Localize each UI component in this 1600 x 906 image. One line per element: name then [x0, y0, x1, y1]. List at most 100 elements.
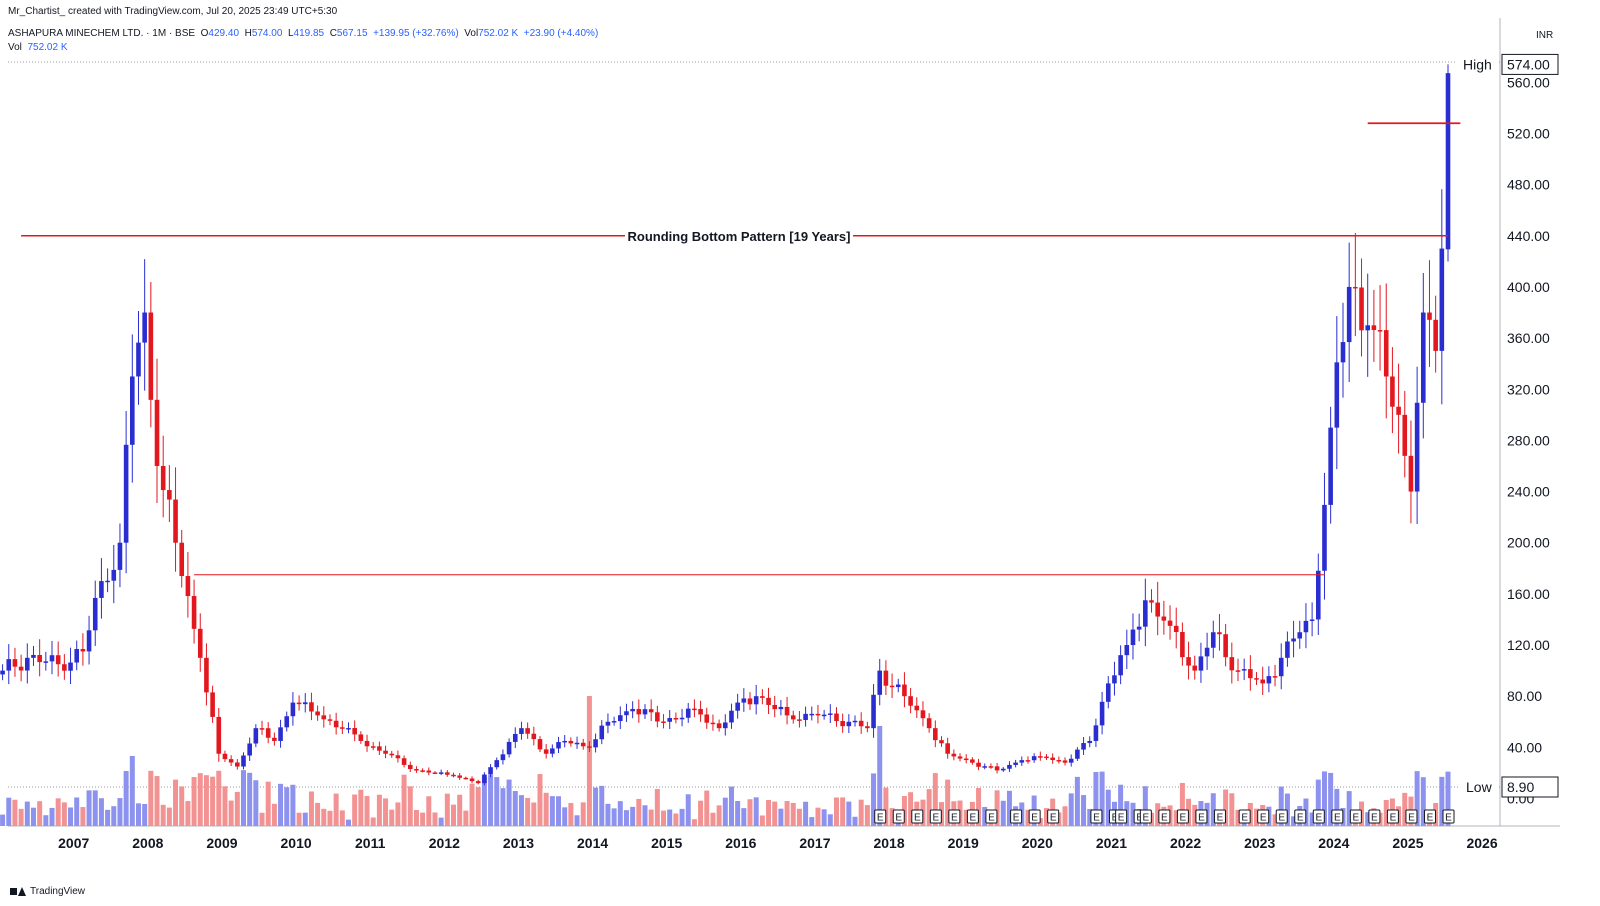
candle-body [1297, 632, 1303, 639]
volume-bar [840, 797, 846, 826]
volume-bar [1074, 776, 1080, 826]
candle-body [216, 716, 222, 754]
volume-bar [710, 812, 716, 826]
change-value: +139.95 (+32.76%) [373, 28, 459, 39]
volume-bar [827, 814, 833, 826]
volume-bar [1334, 788, 1340, 826]
volume-bar [271, 803, 277, 826]
earnings-marker [1028, 809, 1041, 824]
volume-bar [982, 806, 988, 826]
volume-bar [376, 794, 382, 826]
volume-bar [735, 801, 741, 826]
low-label: L [287, 28, 294, 39]
y-tick-label: 480.00 [1507, 177, 1550, 193]
candle-body [1291, 638, 1296, 642]
volume-bar [1383, 800, 1389, 826]
symbol-label[interactable]: ASHAPURA MINECHEM LTD. · 1M · BSE [8, 28, 196, 39]
x-tick-label: 2010 [281, 835, 312, 851]
volume-bar [1284, 793, 1290, 826]
volume-bar [259, 812, 265, 826]
candle-body [241, 755, 246, 767]
volume-bar [543, 792, 549, 826]
candle-body [605, 721, 611, 726]
candle-body [828, 713, 833, 715]
candle-body [1272, 676, 1278, 678]
earnings-marker [1442, 809, 1455, 824]
candle-body [970, 759, 975, 763]
earnings-marker [1176, 809, 1189, 824]
candle-body [1173, 625, 1179, 632]
candle-body [766, 697, 771, 705]
volume-bar [1402, 792, 1408, 826]
x-tick-label: 2009 [206, 835, 237, 851]
y-tick-label: 360.00 [1507, 330, 1550, 346]
candle-body [692, 708, 697, 711]
earnings-marker-label: E [1031, 813, 1038, 824]
close-label: C [329, 28, 337, 39]
volume-bar [593, 787, 599, 826]
volume-bar [1068, 793, 1074, 826]
candle-body [531, 733, 537, 740]
candle-body [167, 490, 172, 500]
candle-body [191, 596, 197, 629]
candle-body [840, 721, 845, 727]
volume-bar [1254, 808, 1260, 826]
candle-body [1223, 634, 1228, 658]
currency-label[interactable]: INR [1536, 30, 1554, 41]
candle-body [1402, 414, 1408, 456]
candle-body [685, 708, 691, 718]
candle-body [710, 722, 716, 725]
candle-body [883, 670, 889, 686]
candle-body [210, 692, 215, 717]
volume-bar [339, 810, 345, 826]
candle-body [414, 769, 419, 771]
candle-body [111, 569, 117, 581]
x-tick-label: 2023 [1244, 835, 1275, 851]
earnings-marker [1349, 809, 1362, 824]
candle-body [1186, 657, 1191, 666]
candle-body [846, 721, 852, 727]
x-tick-label: 2016 [725, 835, 756, 851]
volume-bar [49, 807, 55, 826]
volume-bar [1439, 776, 1445, 826]
volume-bar [451, 804, 457, 826]
volume-bar [883, 787, 889, 826]
candle-body [957, 756, 963, 759]
volume-bar [1025, 809, 1031, 826]
candle-body [914, 705, 920, 711]
candle-body [309, 702, 314, 712]
volume-bar [30, 807, 36, 826]
volume-bar [395, 802, 401, 826]
candle-body [1044, 756, 1049, 759]
earnings-marker-label: E [1278, 813, 1285, 824]
candle-body [877, 670, 883, 695]
candle-body [630, 708, 635, 712]
candle-body [55, 655, 61, 665]
candle-body [537, 739, 543, 750]
volume-bar [537, 774, 543, 826]
candle-body [358, 734, 364, 741]
y-tick-label: 520.00 [1507, 125, 1550, 141]
candle-body [222, 753, 228, 760]
low-tag-bg [1460, 777, 1498, 797]
earnings-marker [1010, 809, 1023, 824]
x-tick-label: 2018 [873, 835, 904, 851]
volume-row-value: 752.02 K [27, 42, 68, 53]
volume-bar [506, 779, 512, 826]
volume-bar [667, 809, 673, 826]
earnings-marker-label: E [1260, 813, 1267, 824]
x-tick-label: 2012 [429, 835, 460, 851]
candle-body [772, 704, 778, 710]
volume-bar [1142, 786, 1148, 826]
x-tick-label: 2014 [577, 835, 608, 851]
x-tick-label: 2015 [651, 835, 682, 851]
volume-row-label[interactable]: Vol [8, 42, 22, 53]
candle-body [611, 721, 617, 723]
volume-bar [1309, 812, 1315, 826]
candle-body [976, 762, 981, 767]
candle-body [6, 659, 12, 671]
candle-body [587, 746, 592, 748]
y-tick-label: 560.00 [1507, 74, 1550, 90]
volume-bar [1130, 802, 1136, 826]
